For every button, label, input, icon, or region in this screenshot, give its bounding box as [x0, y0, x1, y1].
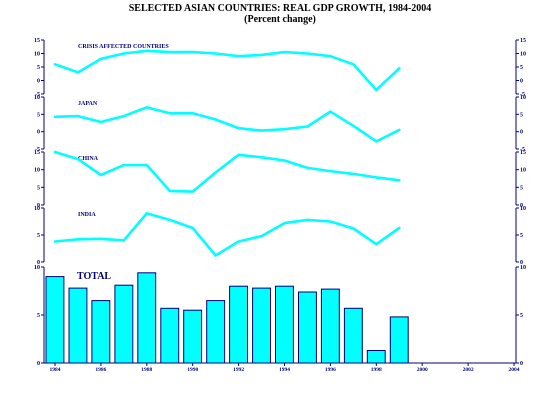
ytick-label-right: 0	[520, 130, 523, 136]
ytick-label-right: 15	[520, 38, 526, 44]
ytick-label-right: 10	[520, 168, 526, 174]
ytick-label-left: 10	[34, 168, 40, 174]
ytick-label-left: 5	[37, 185, 40, 191]
xtick-label: 1998	[371, 367, 382, 373]
figure-subtitle: (Percent change)	[244, 14, 316, 25]
ytick-label-left: 15	[34, 150, 40, 156]
panel-0: 15 15 10 10 5 5 0 0 -5 -5 CRISIS AFFECTED COUNTRIE…	[34, 38, 526, 98]
panel-label: CRISIS AFFECTED COUNTRIES	[78, 44, 169, 50]
bar	[366, 350, 386, 364]
bar	[343, 307, 363, 364]
xtick-label: 1984	[50, 367, 61, 373]
series-line	[53, 212, 401, 257]
ytick-label-right: -5	[520, 92, 525, 98]
ytick-label-right: 5	[520, 65, 523, 71]
bar	[389, 316, 409, 364]
bar	[114, 284, 134, 364]
ytick-label-left: 5	[37, 233, 40, 239]
panel-3: 10 10 5 5 0 0 INDIA	[34, 206, 526, 266]
bar	[320, 288, 340, 364]
ytick-label-left: 5	[37, 112, 40, 118]
ytick-label-right: 5	[520, 313, 523, 319]
ytick-label-right: 5	[520, 233, 523, 239]
ytick-label-left: 0	[37, 203, 40, 209]
ytick-label-right: 0	[520, 260, 523, 266]
bar	[68, 287, 88, 364]
bar	[298, 291, 317, 364]
ytick-label-right: 15	[520, 150, 526, 156]
bar	[137, 272, 157, 364]
ytick-label-left: 15	[34, 38, 40, 44]
xtick-label: 1996	[325, 367, 336, 373]
chart-panels: 15 15 10 10 5 5 0 0 -5 -5 CRISIS AFFECTED COUNTRIE…	[34, 38, 526, 373]
figure-title: SELECTED ASIAN COUNTRIES: REAL GDP GROWT…	[129, 3, 432, 14]
ytick-label-left: 0	[37, 361, 40, 367]
xtick-label: 1990	[187, 367, 198, 373]
bar	[160, 307, 180, 364]
bar	[229, 285, 249, 364]
ytick-label-right: 0	[520, 79, 523, 85]
ytick-label-left: 10	[34, 52, 40, 58]
xtick-label: 2002	[463, 367, 474, 373]
ytick-label-left: -5	[35, 92, 40, 98]
ytick-label-left: 10	[34, 95, 40, 101]
panel-label: INDIA	[78, 212, 96, 218]
xtick-label: 2000	[417, 367, 428, 373]
panel-4: 10 10 5 5 0 0 TOTAL 1984 1986 1988 1990 1992 1994 199…	[34, 265, 526, 373]
bar	[252, 287, 272, 364]
xtick-label: 2004	[509, 367, 520, 373]
panel-label: CHINA	[78, 156, 99, 162]
ytick-label-left: -5	[35, 147, 40, 153]
ytick-label-left: 10	[34, 206, 40, 212]
ytick-label-left: 10	[34, 265, 40, 271]
ytick-label-left: 5	[37, 65, 40, 71]
series-line	[53, 150, 401, 193]
xtick-label: 1986	[95, 367, 106, 373]
ytick-label-right: 10	[520, 265, 526, 271]
ytick-label-right: 10	[520, 95, 526, 101]
xtick-label: 1988	[141, 367, 152, 373]
ytick-label-right: 0	[520, 361, 523, 367]
ytick-label-left: 5	[37, 313, 40, 319]
ytick-label-left: 0	[37, 260, 40, 266]
ytick-label-left: 0	[37, 79, 40, 85]
series-line	[53, 49, 401, 92]
ytick-label-left: 0	[37, 130, 40, 136]
bar	[91, 300, 111, 364]
panel-label: JAPAN	[78, 101, 98, 107]
xtick-label: 1994	[279, 367, 290, 373]
panel-label: TOTAL	[77, 271, 111, 282]
panel-1: 10 10 5 5 0 0 -5 -5 JAPAN	[34, 95, 526, 153]
ytick-label-right: 5	[520, 112, 523, 118]
ytick-label-right: 10	[520, 206, 526, 212]
ytick-label-right: 5	[520, 185, 523, 191]
ytick-label-right: -5	[520, 147, 525, 153]
ytick-label-right: 10	[520, 52, 526, 58]
ytick-label-right: 0	[520, 203, 523, 209]
xtick-label: 1992	[233, 367, 244, 373]
bar	[206, 300, 226, 364]
bar	[45, 276, 65, 364]
bar	[275, 285, 294, 364]
series-line	[53, 106, 401, 143]
bar	[183, 309, 203, 364]
panel-2: 15 15 10 10 5 5 0 0 CHINA	[34, 150, 526, 209]
